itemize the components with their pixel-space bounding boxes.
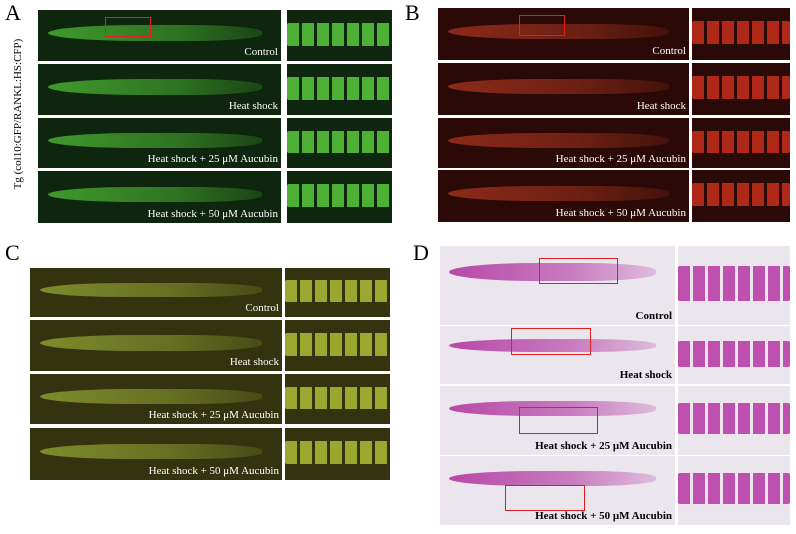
zoom-specimen	[678, 473, 790, 505]
micrograph	[438, 8, 689, 60]
zoom-specimen	[678, 403, 790, 435]
condition-label: Heat shock	[619, 369, 672, 381]
micrograph	[30, 320, 282, 371]
panel-letter: B	[405, 0, 420, 25]
specimen	[448, 133, 669, 148]
micrograph	[38, 64, 281, 115]
micrograph	[440, 246, 675, 325]
micrograph	[38, 10, 281, 61]
zoom-specimen	[285, 280, 390, 303]
micrograph	[440, 456, 675, 525]
condition-label: Heat shock + 25 μM Aucubin	[147, 153, 278, 165]
zoom-micrograph	[287, 64, 392, 115]
specimen	[47, 133, 262, 148]
specimen	[448, 185, 669, 202]
specimen	[40, 282, 262, 298]
micrograph	[438, 63, 689, 115]
micrograph	[440, 386, 675, 455]
zoom-region	[505, 485, 585, 511]
zoom-micrograph	[287, 118, 392, 168]
zoom-micrograph	[678, 386, 790, 455]
zoom-micrograph	[692, 63, 790, 115]
specimen	[47, 79, 262, 95]
specimen	[47, 186, 262, 203]
condition-label: Heat shock	[229, 356, 279, 368]
panel-letter: A	[5, 0, 21, 25]
specimen	[40, 443, 262, 460]
specimen	[40, 389, 262, 404]
condition-label: Heat shock + 25 μM Aucubin	[148, 409, 279, 421]
zoom-micrograph	[678, 246, 790, 325]
zoom-region	[105, 17, 151, 37]
specimen	[40, 335, 262, 351]
zoom-micrograph	[692, 118, 790, 168]
zoom-specimen	[678, 340, 790, 367]
micrograph	[38, 171, 281, 223]
zoom-specimen	[287, 76, 392, 100]
zoom-micrograph	[692, 170, 790, 222]
zoom-specimen	[287, 130, 392, 153]
specimen	[449, 263, 657, 281]
zoom-specimen	[678, 265, 790, 302]
condition-label: Heat shock + 50 μM Aucubin	[535, 510, 672, 522]
specimen	[448, 23, 669, 40]
zoom-micrograph	[692, 8, 790, 60]
micrograph	[438, 170, 689, 222]
micrograph	[438, 118, 689, 168]
zoom-region	[511, 328, 591, 355]
specimen	[449, 471, 657, 487]
panel-letter: C	[5, 240, 20, 265]
zoom-specimen	[692, 76, 790, 100]
condition-label: Heat shock	[636, 100, 686, 112]
condition-label: Heat shock + 25 μM Aucubin	[555, 153, 686, 165]
condition-label: Control	[245, 302, 279, 314]
condition-label: Control	[652, 45, 686, 57]
zoom-region	[539, 258, 618, 284]
condition-label: Control	[244, 46, 278, 58]
zoom-specimen	[692, 130, 790, 153]
condition-label: Heat shock + 50 μM Aucubin	[147, 208, 278, 220]
condition-label: Heat shock	[228, 100, 278, 112]
panel-letter: D	[413, 240, 429, 265]
zoom-micrograph	[285, 320, 390, 371]
zoom-specimen	[692, 183, 790, 207]
micrograph	[440, 326, 675, 384]
specimen	[448, 78, 669, 95]
micrograph	[38, 118, 281, 168]
condition-label: Control	[635, 310, 672, 322]
zoom-region	[519, 15, 565, 36]
zoom-specimen	[285, 332, 390, 356]
zoom-micrograph	[287, 10, 392, 61]
zoom-micrograph	[287, 171, 392, 223]
side-label: Tg (col10:GFP/RANKL:HS:CFP)	[12, 38, 24, 190]
zoom-specimen	[285, 441, 390, 465]
zoom-micrograph	[285, 268, 390, 317]
specimen	[449, 401, 657, 417]
zoom-micrograph	[678, 326, 790, 384]
condition-label: Heat shock + 50 μM Aucubin	[148, 465, 279, 477]
zoom-specimen	[287, 22, 392, 46]
specimen	[47, 25, 262, 41]
zoom-region	[519, 407, 598, 434]
zoom-specimen	[692, 21, 790, 45]
condition-label: Heat shock + 25 μM Aucubin	[535, 440, 672, 452]
zoom-micrograph	[678, 456, 790, 525]
zoom-micrograph	[285, 428, 390, 480]
micrograph	[30, 428, 282, 480]
zoom-specimen	[285, 386, 390, 409]
condition-label: Heat shock + 50 μM Aucubin	[555, 207, 686, 219]
micrograph	[30, 268, 282, 317]
zoom-micrograph	[285, 374, 390, 424]
specimen	[449, 338, 657, 352]
zoom-specimen	[287, 184, 392, 208]
micrograph	[30, 374, 282, 424]
